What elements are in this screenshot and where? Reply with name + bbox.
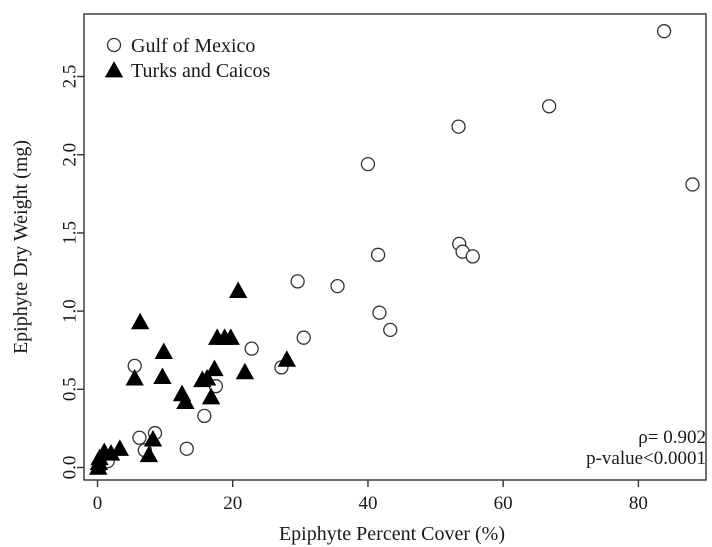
data-points (89, 24, 700, 475)
legend-marker-gulf-of-mexico (106, 37, 122, 53)
gulf-of-mexico-point (370, 247, 386, 262)
turks-and-caicos-point (110, 439, 130, 456)
plot-area-frame (83, 13, 707, 481)
turks-and-caicos-point (228, 281, 248, 298)
x-tick-label: 60 (494, 493, 513, 514)
turks-and-caicos-point (143, 430, 163, 447)
turks-and-caicos-point (201, 387, 221, 405)
turks-and-caicos-point (176, 392, 195, 410)
x-tick-label: 40 (358, 493, 377, 514)
correlation-annotation: ρ= 0.902 (638, 427, 706, 448)
turks-and-caicos-point (277, 350, 297, 367)
y-axis-title: Epiphyte Dry Weight (mg) (10, 140, 32, 354)
x-tick-label: 20 (223, 493, 242, 514)
legend: Gulf of Mexico Turks and Caicos (104, 35, 270, 82)
gulf-of-mexico-point (656, 24, 672, 39)
y-axis: 0.0 0.5 1.0 1.5 2.0 2.5 (60, 65, 84, 480)
gulf-of-mexico-point (244, 341, 259, 356)
gulf-of-mexico-point (383, 322, 398, 338)
y-tick-label: 2.5 (60, 65, 81, 89)
gulf-of-mexico-point (541, 99, 557, 114)
gulf-of-mexico-point (685, 177, 700, 192)
gulf-of-mexico-point (296, 330, 311, 345)
y-tick-label: 0.5 (60, 377, 81, 401)
gulf-of-mexico-point (451, 119, 466, 134)
y-tick-label: 1.0 (60, 299, 81, 323)
legend-label-turks-and-caicos: Turks and Caicos (131, 60, 270, 82)
y-tick-label: 1.5 (60, 221, 81, 245)
gulf-of-mexico-point (372, 305, 387, 320)
x-tick-label: 0 (93, 493, 103, 514)
turks-and-caicos-point (139, 445, 159, 463)
gulf-of-mexico-point (132, 430, 147, 445)
turks-and-caicos-point (197, 369, 217, 386)
gulf-of-mexico-point (179, 441, 194, 456)
gulf-of-mexico-point (290, 274, 305, 289)
turks-and-caicos-point (154, 342, 173, 359)
gulf-of-mexico-point (197, 408, 212, 424)
legend-marker-turks-and-caicos (104, 61, 124, 78)
x-tick-label: 80 (629, 493, 648, 514)
turks-and-caicos-point (130, 312, 150, 330)
x-axis: 0 20 40 60 80 (93, 480, 648, 514)
gulf-of-mexico-point (465, 249, 480, 264)
gulf-of-mexico-point (330, 278, 345, 294)
turks-and-caicos-point (221, 328, 240, 345)
turks-and-caicos-point (205, 359, 224, 377)
gulf-of-mexico-point (360, 156, 376, 172)
turks-and-caicos-point (235, 362, 255, 380)
y-tick-label: 0.0 (60, 456, 81, 480)
y-tick-label: 2.0 (60, 143, 81, 167)
p-value-annotation: p-value<0.0001 (586, 448, 706, 469)
x-axis-title: Epiphyte Percent Cover (%) (279, 523, 505, 545)
turks-and-caicos-point (153, 367, 172, 384)
legend-label-gulf-of-mexico: Gulf of Mexico (131, 35, 255, 57)
turks-and-caicos-point (125, 369, 144, 386)
